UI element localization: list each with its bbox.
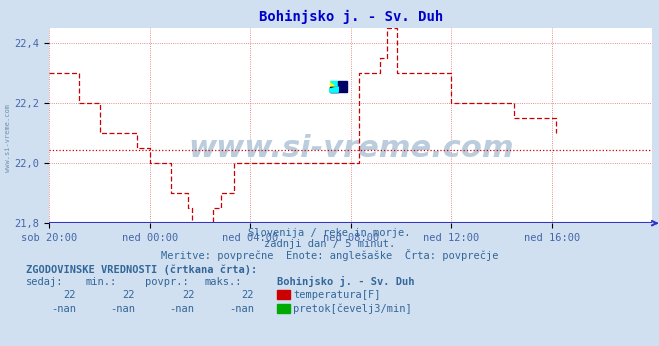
Text: Slovenija / reke in morje.: Slovenija / reke in morje. (248, 228, 411, 238)
Text: -nan: -nan (169, 304, 194, 314)
Text: 22: 22 (241, 290, 254, 300)
Text: temperatura[F]: temperatura[F] (293, 290, 381, 300)
Text: -nan: -nan (229, 304, 254, 314)
Text: sedaj:: sedaj: (26, 277, 64, 288)
Bar (338, 81, 347, 92)
Text: -nan: -nan (51, 304, 76, 314)
Polygon shape (330, 87, 338, 92)
Text: min.:: min.: (86, 277, 117, 288)
Bar (330, 81, 338, 87)
Text: zadnji dan / 5 minut.: zadnji dan / 5 minut. (264, 239, 395, 249)
Text: -nan: -nan (110, 304, 135, 314)
Text: 22: 22 (123, 290, 135, 300)
Polygon shape (330, 87, 338, 92)
Text: ZGODOVINSKE VREDNOSTI (črtkana črta):: ZGODOVINSKE VREDNOSTI (črtkana črta): (26, 265, 258, 275)
Text: Bohinjsko j. - Sv. Duh: Bohinjsko j. - Sv. Duh (277, 276, 415, 288)
Text: povpr.:: povpr.: (145, 277, 188, 288)
Text: 22: 22 (182, 290, 194, 300)
Text: Meritve: povprečne  Enote: anglešaške  Črta: povprečje: Meritve: povprečne Enote: anglešaške Črt… (161, 249, 498, 261)
Text: 22: 22 (63, 290, 76, 300)
Text: www.si-vreme.com: www.si-vreme.com (188, 134, 514, 163)
Bar (330, 87, 338, 92)
Text: www.si-vreme.com: www.si-vreme.com (5, 104, 11, 172)
Text: maks.:: maks.: (204, 277, 242, 288)
Polygon shape (330, 81, 338, 87)
Title: Bohinjsko j. - Sv. Duh: Bohinjsko j. - Sv. Duh (259, 10, 443, 24)
Text: pretok[čevelj3/min]: pretok[čevelj3/min] (293, 303, 412, 314)
